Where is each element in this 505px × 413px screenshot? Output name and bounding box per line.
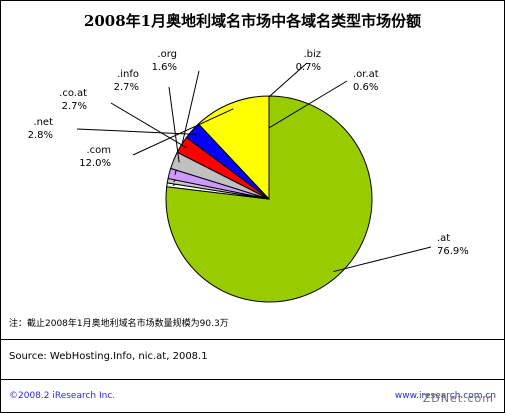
slice-value-label: 0.6% (353, 82, 378, 93)
footnote: 注：截止2008年1月奥地利域名市场数量规模为90.3万 (9, 319, 229, 329)
slice-value-label: 0.7% (296, 62, 321, 73)
pie-slice-com (197, 95, 270, 201)
website-link[interactable]: www.iresearch.com.cn (394, 391, 496, 401)
leader-line (76, 128, 197, 135)
watermark: ZDNet.com (422, 392, 494, 405)
slice-label: .com (86, 145, 111, 156)
leader-line (168, 86, 180, 163)
slice-label: .net (33, 117, 53, 128)
slice-label: .at (437, 233, 450, 244)
slice-label: .biz (303, 49, 321, 60)
divider (1, 379, 504, 380)
slice-label: .org (157, 49, 177, 60)
leader-line (110, 102, 187, 149)
leader-line (333, 246, 432, 273)
slice-value-label: 2.7% (114, 82, 139, 93)
slice-value-label: 76.9% (437, 246, 469, 257)
slice-value-label: 12.0% (79, 158, 111, 169)
slice-value-label: 2.7% (62, 101, 87, 112)
source-text: Source: WebHosting.Info, nic.at, 2008.1 (9, 351, 208, 362)
leader-line (132, 108, 234, 156)
divider (1, 339, 504, 340)
chart-title: 2008年1月奥地利域名市场中各域名类型市场份额 (83, 12, 422, 30)
slice-label: .or.at (353, 69, 379, 80)
copyright-text: ©2008.2 iResearch Inc. (9, 391, 116, 401)
slice-label: .info (117, 69, 139, 80)
slice-value-label: 1.6% (152, 62, 177, 73)
slice-value-label: 2.8% (28, 130, 53, 141)
slice-label: .co.at (59, 88, 87, 99)
